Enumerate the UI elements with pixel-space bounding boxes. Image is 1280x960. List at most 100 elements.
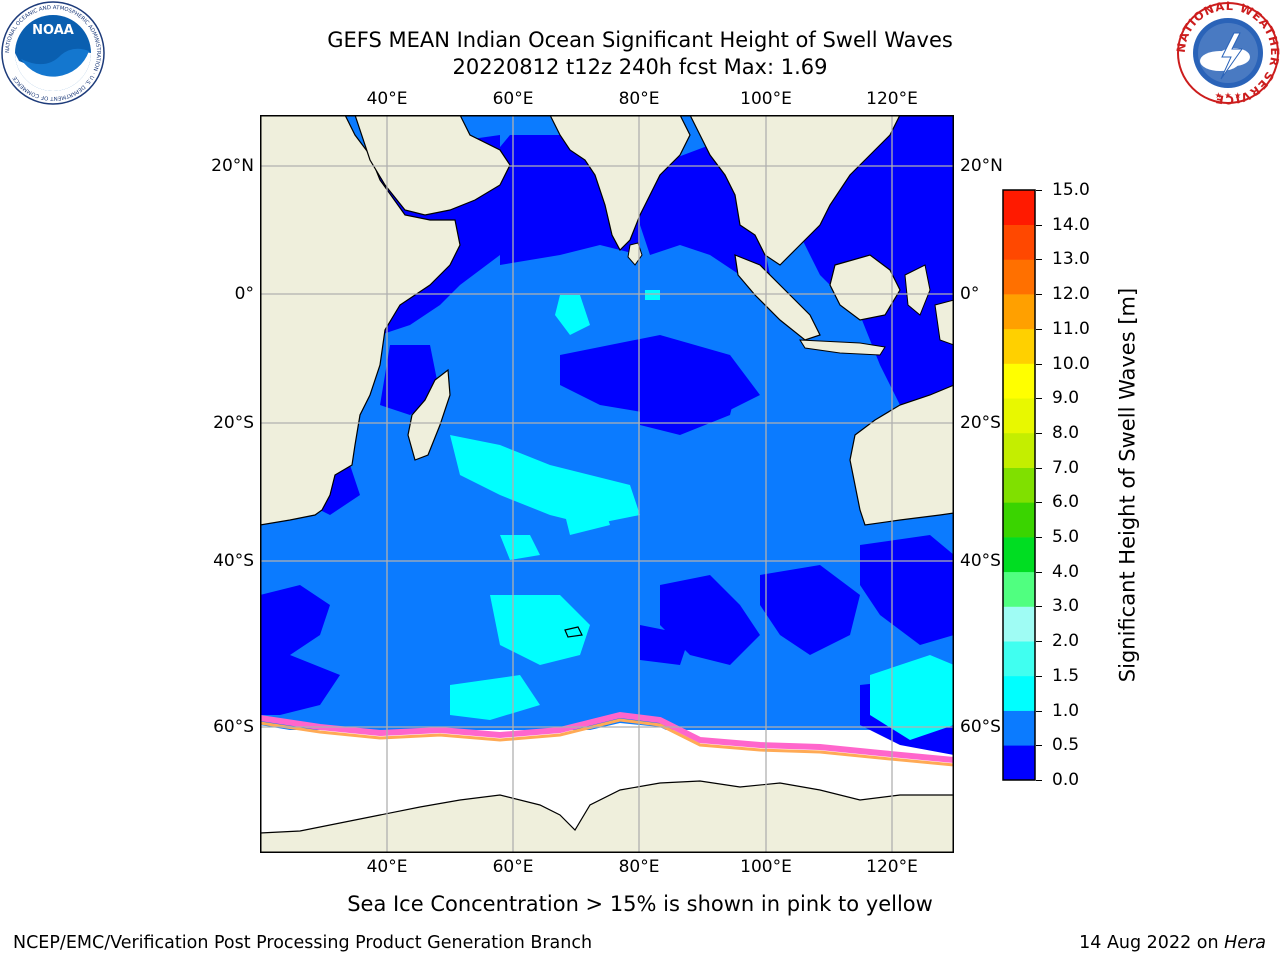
footer-credit: NCEP/EMC/Verification Post Processing Pr… xyxy=(13,933,593,953)
lat-tick-right-40s: 40°S xyxy=(960,551,1001,571)
colorbar-tick-mark xyxy=(1036,294,1042,296)
lat-tick-left-60s: 60°S xyxy=(213,717,254,737)
colorbar-tick-label: 2.0 xyxy=(1052,631,1080,652)
colorbar-tick-mark xyxy=(1036,467,1042,469)
colorbar-tick-mark xyxy=(1036,259,1042,261)
lat-tick-right-20n: 20°N xyxy=(960,156,1003,176)
colorbar-tick-label: 10.0 xyxy=(1052,353,1090,374)
land-india xyxy=(549,115,691,251)
svg-text:★ ★ ★: ★ ★ ★ xyxy=(1215,91,1242,100)
colorbar-tick-label: 13.0 xyxy=(1052,249,1090,270)
footer-host: Hera xyxy=(1224,933,1266,953)
colorbar-segment-7 xyxy=(1003,502,1035,538)
lat-tick-right-60s: 60°S xyxy=(960,717,1001,737)
land-antarctica xyxy=(260,780,954,853)
footer-date: 14 Aug 2022 on Hera xyxy=(1079,932,1266,954)
colorbar-tick-label: 9.0 xyxy=(1052,388,1080,409)
colorbar-segment-14 xyxy=(1003,259,1035,295)
lon-tick-bottom-80e: 80°E xyxy=(618,857,660,877)
lon-tick-top-80e: 80°E xyxy=(618,89,660,109)
sea-ice-edge xyxy=(260,711,954,767)
land-java xyxy=(799,339,886,356)
colorbar-tick-label: 12.0 xyxy=(1052,284,1090,305)
colorbar-tick-mark xyxy=(1036,190,1042,191)
lon-tick-bottom-40e: 40°E xyxy=(366,857,408,877)
colorbar-segment-5 xyxy=(1003,571,1035,607)
colorbar-segment-4 xyxy=(1003,606,1035,642)
land-madagascar xyxy=(407,368,451,461)
colorbar-segments xyxy=(1003,190,1035,781)
lon-tick-top-40e: 40°E xyxy=(366,89,408,109)
colorbar-tick-mark xyxy=(1036,502,1042,504)
land-new-guinea-edge xyxy=(934,299,954,346)
colorbar-tick-label: 1.0 xyxy=(1052,700,1080,721)
colorbar-segment-15 xyxy=(1003,224,1035,260)
lon-tick-bottom-60e: 60°E xyxy=(492,857,534,877)
chart-subtitle: 20220812 t12z 240h fcst Max: 1.69 xyxy=(452,55,828,79)
colorbar-segment-8 xyxy=(1003,467,1035,503)
colorbar xyxy=(1002,189,1036,781)
colorbar-tick-label: 0.0 xyxy=(1052,770,1080,790)
colorbar-tick-label: 1.5 xyxy=(1052,665,1080,686)
noaa-logo-text: NOAA xyxy=(32,23,74,38)
lat-tick-left-20s: 20°S xyxy=(213,413,254,433)
colorbar-tick-label: 11.0 xyxy=(1052,318,1090,339)
lon-tick-top-60e: 60°E xyxy=(492,89,534,109)
colorbar-tick-mark xyxy=(1036,641,1042,643)
sea-ice-note: Sea Ice Concentration > 15% is shown in … xyxy=(347,892,933,916)
map-panel xyxy=(260,115,954,853)
lon-tick-bottom-100e: 100°E xyxy=(740,857,792,877)
colorbar-tick-mark xyxy=(1036,571,1042,573)
colorbar-tick-label: 14.0 xyxy=(1052,214,1090,235)
colorbar-tick-mark xyxy=(1036,363,1042,365)
colorbar-segment-16 xyxy=(1003,190,1035,226)
colorbar-tick-mark xyxy=(1036,745,1042,747)
colorbar-tick-mark xyxy=(1036,432,1042,434)
lat-tick-left-0: 0° xyxy=(234,284,254,304)
lat-tick-right-20s: 20°S xyxy=(960,413,1001,433)
colorbar-tick-mark xyxy=(1036,780,1042,781)
colorbar-segment-2 xyxy=(1003,675,1035,711)
colorbar-tick-mark xyxy=(1036,537,1042,539)
lon-tick-bottom-120e: 120°E xyxy=(866,857,918,877)
noaa-logo: NOAA NATIONAL OCEANIC AND ATMOSPHERIC AD… xyxy=(1,1,105,105)
colorbar-segment-13 xyxy=(1003,294,1035,330)
swell-1-1.5-regions xyxy=(450,290,954,740)
colorbar-tick-mark xyxy=(1036,224,1042,226)
lon-tick-top-100e: 100°E xyxy=(740,89,792,109)
colorbar-label: Significant Height of Swell Waves [m] xyxy=(1115,287,1140,683)
colorbar-tick-label: 15.0 xyxy=(1052,180,1090,200)
land-sulawesi xyxy=(904,264,931,316)
colorbar-tick-label: 5.0 xyxy=(1052,527,1080,548)
map-gridlines xyxy=(260,115,954,853)
land-kerguelen xyxy=(564,626,583,638)
colorbar-segment-9 xyxy=(1003,432,1035,468)
land-arabia xyxy=(354,115,511,216)
lat-tick-right-0: 0° xyxy=(960,284,980,304)
colorbar-segment-11 xyxy=(1003,363,1035,399)
colorbar-tick-label: 7.0 xyxy=(1052,457,1080,478)
colorbar-segment-12 xyxy=(1003,328,1035,364)
colorbar-segment-3 xyxy=(1003,641,1035,677)
colorbar-tick-label: 4.0 xyxy=(1052,561,1080,582)
colorbar-tick-label: 6.0 xyxy=(1052,492,1080,513)
land-australia xyxy=(849,384,954,526)
chart-title: GEFS MEAN Indian Ocean Significant Heigh… xyxy=(327,28,953,52)
colorbar-tick-mark xyxy=(1036,328,1042,330)
colorbar-tick-mark xyxy=(1036,675,1042,677)
colorbar-tick-label: 3.0 xyxy=(1052,596,1080,617)
lat-tick-left-20n: 20°N xyxy=(211,156,254,176)
lon-tick-top-120e: 120°E xyxy=(866,89,918,109)
colorbar-segment-0 xyxy=(1003,745,1035,781)
colorbar-tick-label: 0.5 xyxy=(1052,735,1080,756)
land-indochina xyxy=(689,115,901,266)
colorbar-tick-mark xyxy=(1036,606,1042,608)
colorbar-segment-10 xyxy=(1003,398,1035,434)
colorbar-tick-mark xyxy=(1036,710,1042,712)
colorbar-segment-6 xyxy=(1003,537,1035,573)
colorbar-tick-mark xyxy=(1036,398,1042,400)
nws-logo: NATIONAL WEATHER SERVICE ★ ★ ★ xyxy=(1176,1,1280,105)
land-sumatra xyxy=(734,254,821,341)
colorbar-tick-label: 8.0 xyxy=(1052,422,1080,443)
footer-date-text: 14 Aug 2022 on xyxy=(1079,933,1225,953)
